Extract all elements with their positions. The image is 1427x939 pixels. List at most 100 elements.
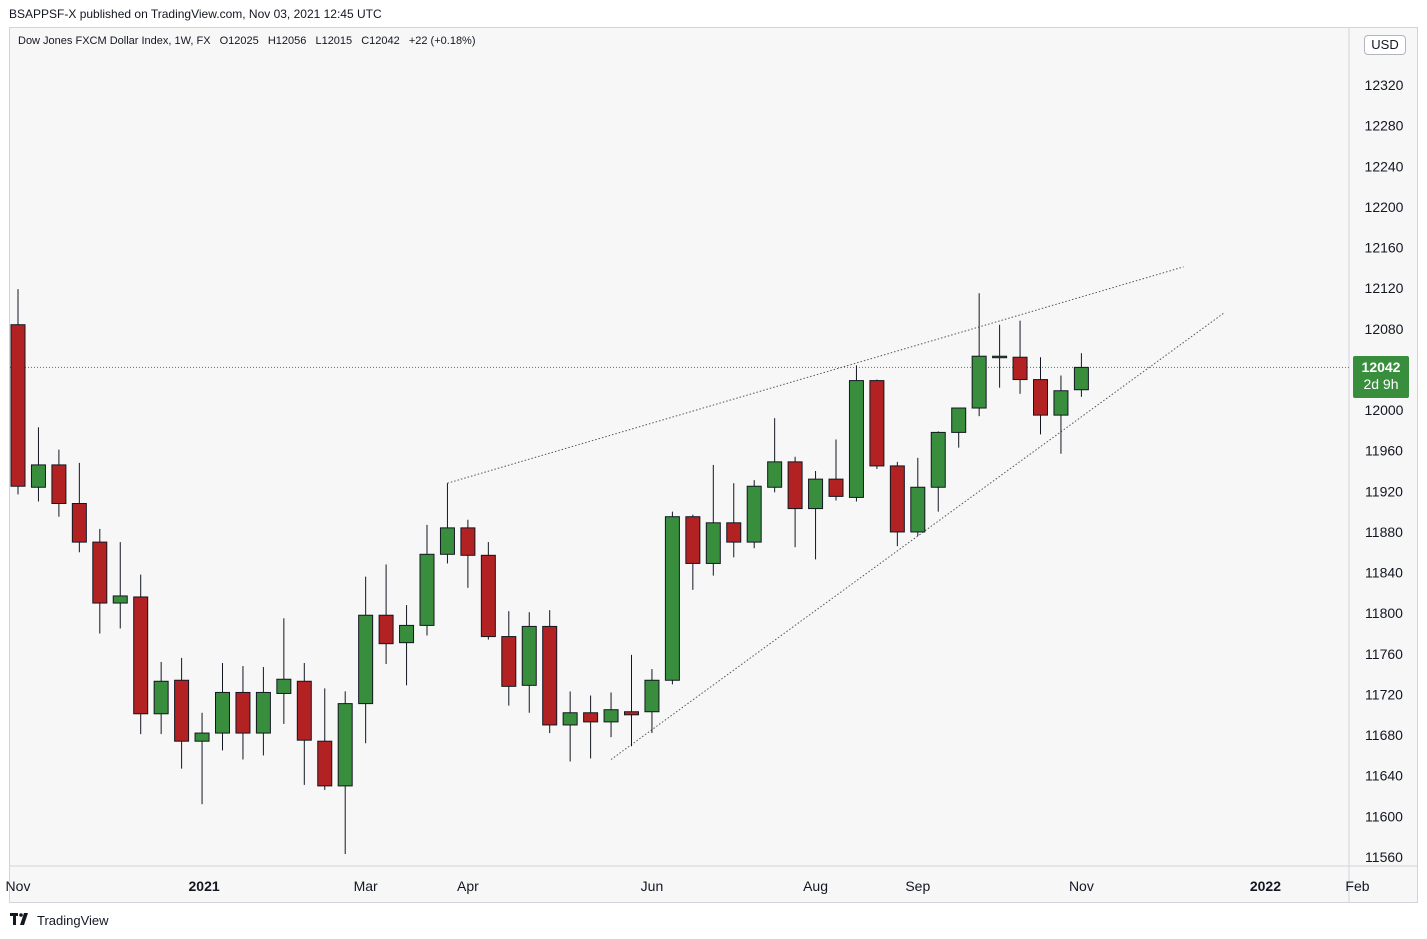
candle-body xyxy=(583,712,599,723)
candle xyxy=(848,365,864,502)
candle xyxy=(787,456,803,548)
y-tick-label: 11840 xyxy=(1365,565,1403,581)
plot-layer xyxy=(10,266,1349,854)
candle-body xyxy=(92,541,108,604)
candle-body xyxy=(71,503,87,543)
candle-body xyxy=(1073,366,1089,391)
y-tick-label: 12200 xyxy=(1365,199,1404,215)
candle-body xyxy=(808,478,824,510)
candle-body xyxy=(215,691,230,734)
y-tick-label: 12240 xyxy=(1365,158,1404,174)
y-tick-label: 11560 xyxy=(1365,849,1403,865)
candle-body xyxy=(992,355,1008,359)
candle-body xyxy=(726,522,742,543)
candle-body xyxy=(337,703,353,787)
candle xyxy=(71,462,87,553)
candle-body xyxy=(787,461,803,510)
x-tick-label: Apr xyxy=(457,878,479,894)
lower-channel-line xyxy=(610,312,1225,760)
candle xyxy=(174,657,190,769)
candle-body xyxy=(644,679,660,713)
x-tick-label: Jun xyxy=(641,878,664,894)
candle xyxy=(951,407,967,448)
symbol-legend: Dow Jones FXCM Dollar Index, 1W, FX O120… xyxy=(18,35,482,47)
candle xyxy=(726,483,742,558)
candle xyxy=(624,654,639,747)
candle-body xyxy=(133,596,149,715)
candle xyxy=(542,610,558,734)
candle xyxy=(419,524,435,636)
candle xyxy=(869,379,885,469)
candle xyxy=(255,667,271,756)
y-tick-label: 12320 xyxy=(1365,77,1404,93)
candle xyxy=(153,661,169,735)
candle xyxy=(194,712,210,805)
candle xyxy=(399,605,415,686)
candle xyxy=(460,519,476,588)
currency-button[interactable]: USD xyxy=(1364,35,1406,55)
candle-body xyxy=(705,522,721,564)
candle-body xyxy=(480,554,496,638)
legend-close: C12042 xyxy=(361,35,400,47)
candle xyxy=(480,542,496,640)
candle-body xyxy=(296,680,312,741)
candle-body xyxy=(255,691,271,734)
candle xyxy=(1033,357,1048,435)
candle-body xyxy=(767,461,783,488)
candle xyxy=(235,666,251,760)
y-tick-label: 11720 xyxy=(1365,686,1403,702)
y-tick-label: 11880 xyxy=(1365,524,1403,540)
footer-brand[interactable]: TradingView xyxy=(10,913,109,928)
x-tick-label: Nov xyxy=(6,878,31,894)
candle xyxy=(930,431,946,512)
y-tick-label: 11640 xyxy=(1365,768,1403,784)
upper-channel-line xyxy=(447,266,1184,484)
legend-low: L12015 xyxy=(315,35,353,47)
candle-body xyxy=(685,516,701,564)
candle-body xyxy=(194,732,210,742)
symbol-title[interactable]: Dow Jones FXCM Dollar Index, 1W, FX xyxy=(18,35,211,47)
candle-body xyxy=(51,464,67,505)
candle-body xyxy=(399,624,415,644)
candle xyxy=(808,471,824,560)
candle-body xyxy=(112,595,128,604)
candle xyxy=(112,542,128,629)
candle-body xyxy=(521,625,537,686)
candle-body xyxy=(828,478,844,497)
candle xyxy=(828,439,844,501)
candle xyxy=(664,511,680,685)
candle xyxy=(889,461,905,547)
candle xyxy=(378,564,394,664)
candle-body xyxy=(1033,379,1048,416)
candle xyxy=(746,480,762,549)
legend-change: +22 (+0.18%) xyxy=(408,35,476,47)
candle-body xyxy=(971,355,987,409)
x-tick-label: Mar xyxy=(354,878,378,894)
candle-body xyxy=(460,527,476,556)
candle xyxy=(1073,353,1089,397)
candle-body xyxy=(501,636,517,687)
candle xyxy=(705,464,721,576)
candle xyxy=(501,611,517,706)
candle xyxy=(562,691,578,762)
publish-info: BSAPPSF-X published on TradingView.com, … xyxy=(9,7,382,21)
candle-body xyxy=(30,464,46,488)
candle xyxy=(133,574,149,735)
candle-body xyxy=(1012,356,1028,381)
candle-body xyxy=(276,678,292,694)
y-tick-label: 12280 xyxy=(1365,118,1404,134)
brand-name: TradingView xyxy=(37,913,109,928)
candle-body xyxy=(869,380,885,467)
candle xyxy=(337,691,353,854)
x-tick-label: 2022 xyxy=(1250,878,1281,894)
candle-body xyxy=(889,465,905,533)
candle-body xyxy=(153,680,169,715)
candle xyxy=(603,692,619,738)
candle xyxy=(644,669,660,734)
y-tick-label: 11680 xyxy=(1365,727,1403,743)
candle xyxy=(1012,320,1028,394)
candle-body xyxy=(317,740,333,787)
candle-body xyxy=(174,679,190,742)
candle-body xyxy=(910,486,926,533)
